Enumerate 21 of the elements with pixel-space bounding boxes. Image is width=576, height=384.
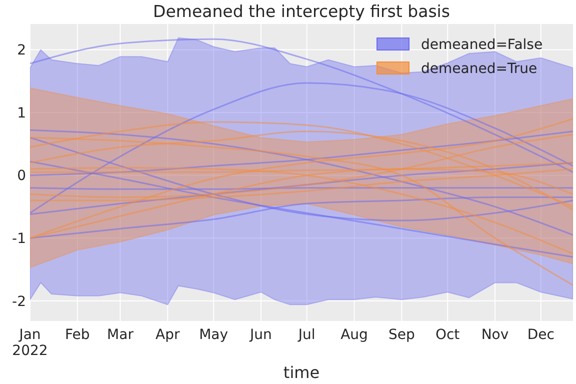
x-tick-label: Aug	[340, 327, 368, 343]
x-tick-label: Jun	[249, 327, 272, 343]
chart-title: Demeaned the intercepty first basis	[153, 2, 450, 21]
x-tick-label: Sep	[388, 327, 415, 343]
legend-label: demeaned=True	[421, 60, 538, 77]
x-tick-label: Jul	[297, 327, 316, 343]
x-axis-title: time	[283, 363, 320, 382]
y-tick-label: 0	[17, 168, 26, 184]
y-tick-label: 2	[17, 42, 26, 59]
y-tick-label: -1	[12, 231, 26, 248]
x-tick-label: Feb	[65, 327, 90, 343]
x-tick-label: Apr	[156, 327, 180, 343]
x-tick-label: Dec	[527, 327, 554, 343]
y-tick-label: -2	[12, 294, 26, 310]
legend-label: demeaned=False	[421, 36, 543, 53]
y-tick-label: 1	[17, 105, 26, 122]
x-tick-label: May	[199, 327, 228, 343]
x-tick-label: Oct	[435, 327, 460, 343]
x-tick-label: Nov	[481, 327, 509, 343]
x-tick-label: Mar	[107, 327, 134, 343]
x-tick-label: Jan 2022	[12, 327, 48, 359]
